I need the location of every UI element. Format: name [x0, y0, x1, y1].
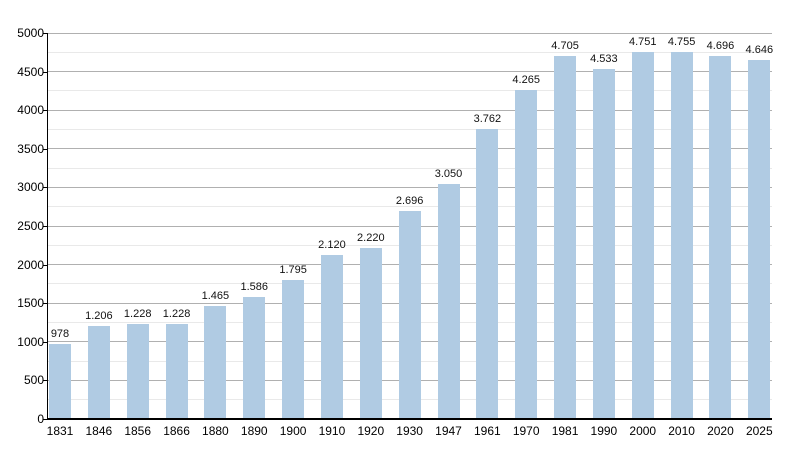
x-axis-tick-label: 2000	[629, 424, 657, 438]
bar-value-label: 3.050	[434, 167, 463, 180]
x-axis-tick-label: 1920	[357, 424, 385, 438]
x-axis-tick-label: 1880	[202, 424, 229, 438]
y-axis-tick-label: 4500	[17, 64, 44, 79]
bar-value-label: 1.586	[240, 280, 269, 293]
bar-value-label: 1.795	[279, 264, 307, 277]
x-axis-tick-label: 2025	[745, 424, 773, 438]
bar-1831	[49, 343, 71, 419]
y-axis-tick	[43, 71, 48, 73]
bar-1846	[87, 325, 110, 419]
x-axis-tick-label: 1990	[590, 424, 618, 438]
x-axis-tick-label: 1856	[124, 424, 152, 438]
bar-2020	[709, 56, 732, 419]
gridline-minor	[48, 90, 772, 92]
y-axis-tick	[43, 148, 48, 150]
bar-1866	[165, 324, 188, 419]
bar-1990	[592, 69, 615, 419]
y-axis-tick	[43, 341, 48, 343]
bar-value-label: 4.755	[667, 35, 696, 48]
x-axis-line	[47, 418, 772, 420]
y-axis-tick	[43, 303, 48, 305]
bar-value-label: 4.646	[745, 44, 774, 57]
y-axis-tick	[43, 419, 48, 420]
bar-value-label: 4.265	[512, 73, 540, 86]
gridline-minor	[48, 51, 772, 53]
bar-1970	[515, 89, 538, 419]
bar-value-label: 2.220	[357, 231, 385, 244]
bar-value-label: 1.228	[123, 308, 152, 321]
y-axis-tick-label: 2000	[17, 257, 44, 272]
y-axis-tick-label: 2500	[17, 219, 44, 233]
x-axis-tick-label: 1930	[396, 424, 423, 438]
bar-1900	[282, 280, 305, 419]
bar-2000	[631, 52, 654, 419]
gridline-minor	[48, 129, 772, 130]
gridline-major	[48, 186, 772, 188]
y-axis-tick-label: 5000	[17, 26, 44, 40]
bar-value-label: 1.228	[162, 308, 191, 321]
y-axis-tick-label: 3000	[17, 180, 44, 195]
y-axis-tick-label: 0	[37, 412, 44, 426]
bar-value-label: 1.206	[85, 309, 113, 322]
gridline-major	[48, 109, 772, 111]
gridline-minor	[48, 206, 772, 208]
gridline-minor	[48, 167, 772, 169]
bar-value-label: 2.696	[395, 194, 424, 207]
bar-1947	[437, 183, 460, 419]
y-axis-tick-label: 1500	[17, 296, 44, 311]
y-axis-tick	[43, 33, 48, 34]
bar-value-label: 4.533	[590, 53, 618, 66]
x-axis-tick-label: 1961	[473, 424, 501, 438]
y-axis-tick-label: 500	[23, 373, 44, 388]
x-axis-tick-label: 1900	[279, 424, 307, 438]
x-axis-tick-label: 1981	[551, 424, 579, 438]
y-axis-tick-label: 3500	[17, 141, 44, 156]
bar-1890	[243, 296, 266, 419]
y-axis-tick	[43, 380, 48, 382]
bar-1981	[554, 55, 577, 419]
bar-value-label: 3.762	[473, 112, 502, 125]
bar-1856	[126, 324, 149, 419]
y-axis-tick	[43, 226, 48, 227]
bar-2025	[748, 60, 771, 419]
x-axis-tick-label: 1910	[318, 424, 346, 438]
y-axis-tick	[43, 264, 48, 266]
gridline-major	[48, 32, 772, 34]
y-axis-tick	[43, 110, 48, 112]
bar-value-label: 4.751	[628, 36, 657, 49]
x-axis-tick-label: 1831	[46, 424, 74, 438]
bar-value-label: 2.120	[318, 239, 346, 252]
x-axis-tick-label: 1890	[240, 424, 268, 438]
gridline-major	[48, 71, 772, 73]
x-axis-tick-label: 2020	[707, 424, 734, 438]
bar-value-label: 4.705	[551, 39, 579, 52]
bar-2010	[670, 51, 693, 419]
x-axis-tick-label: 1846	[85, 424, 113, 438]
y-axis-tick-label: 4000	[17, 103, 44, 118]
x-axis-tick-label: 2010	[668, 424, 695, 438]
bar-1910	[320, 255, 343, 419]
x-axis-tick-label: 1947	[435, 424, 462, 438]
bar-value-label: 1.465	[201, 289, 230, 302]
x-axis-tick-label: 1866	[163, 424, 190, 438]
plot-area: 978 1.206 1.228 1.228 1.465 1.586 1.795 2.120 2.…	[48, 32, 773, 419]
bar-1930	[398, 210, 421, 419]
bar-value-label: 978	[50, 327, 70, 340]
x-axis-tick-label: 1970	[512, 424, 540, 438]
bar-1920	[359, 247, 382, 419]
gridline-major	[48, 148, 772, 150]
bar-1880	[204, 305, 227, 419]
y-axis-tick-label: 1000	[17, 334, 44, 349]
y-axis-tick	[43, 187, 48, 189]
bar-1961	[476, 128, 499, 419]
bar-value-label: 4.696	[706, 40, 735, 53]
